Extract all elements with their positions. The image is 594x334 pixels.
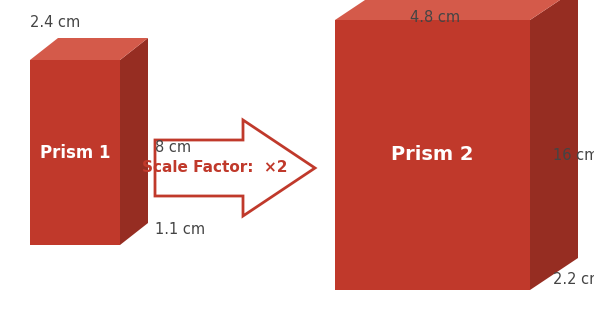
Text: 2.4 cm: 2.4 cm — [30, 15, 80, 30]
Polygon shape — [120, 38, 148, 245]
Polygon shape — [30, 38, 148, 60]
Polygon shape — [335, 20, 530, 290]
Text: Prism 2: Prism 2 — [391, 146, 474, 165]
Text: Prism 1: Prism 1 — [40, 144, 110, 162]
Polygon shape — [155, 120, 315, 216]
Text: 4.8 cm: 4.8 cm — [410, 10, 460, 25]
Polygon shape — [335, 0, 578, 20]
Text: Scale Factor:  ×2: Scale Factor: ×2 — [142, 161, 287, 175]
Text: 8 cm: 8 cm — [155, 141, 191, 156]
Text: 1.1 cm: 1.1 cm — [155, 222, 205, 237]
Polygon shape — [30, 60, 120, 245]
Text: 16 cm: 16 cm — [553, 148, 594, 163]
Text: 2.2 cm: 2.2 cm — [553, 273, 594, 288]
Polygon shape — [530, 0, 578, 290]
